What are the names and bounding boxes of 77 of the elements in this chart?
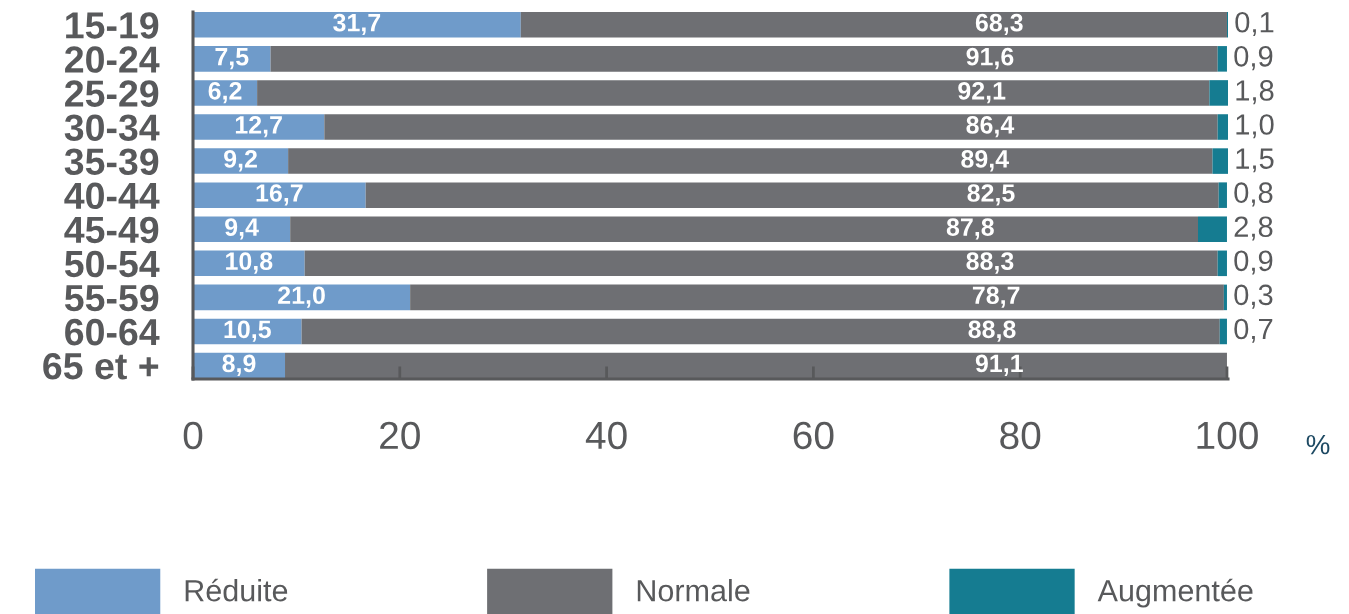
y-tick-label: 35-39 xyxy=(64,148,159,176)
data-label: 0,1 xyxy=(1235,11,1274,37)
data-label: 78,7 xyxy=(972,286,1020,308)
y-tick-label: 15-19 xyxy=(66,12,159,39)
bar xyxy=(193,114,325,140)
x-tick-label: 60 xyxy=(793,421,834,450)
bar xyxy=(1209,80,1228,106)
data-label: 86,4 xyxy=(966,116,1015,138)
data-label: 6,2 xyxy=(208,81,242,104)
bar xyxy=(290,216,1199,243)
y-tick-label: 45-49 xyxy=(64,216,159,244)
bar xyxy=(1217,250,1227,277)
data-label: 82,5 xyxy=(967,184,1015,206)
x-tick-label: 80 xyxy=(1000,421,1041,450)
bar xyxy=(285,352,1227,379)
y-tick-label: 65 et + xyxy=(43,352,159,380)
x-tick-label: 20 xyxy=(380,421,420,450)
data-label: 7,5 xyxy=(215,48,249,70)
bar xyxy=(1217,114,1228,140)
data-label: 0,7 xyxy=(1234,318,1273,343)
data-label: 87,8 xyxy=(946,218,994,240)
bar xyxy=(1219,318,1227,345)
data-label: 21,0 xyxy=(278,286,325,308)
data-label: 2,8 xyxy=(1234,216,1273,241)
bar xyxy=(1223,284,1227,311)
bar xyxy=(520,12,1227,38)
bar xyxy=(365,182,1219,208)
data-label: 16,7 xyxy=(256,184,303,206)
legend-label: Normale xyxy=(637,579,750,602)
legend-label: Augmentée xyxy=(1097,578,1253,608)
bar xyxy=(193,182,366,208)
bar xyxy=(1198,216,1227,243)
y-tick-label: 30-34 xyxy=(64,114,160,142)
bar xyxy=(270,46,1218,72)
data-label: 9,4 xyxy=(225,218,259,240)
y-tick-label: 25-29 xyxy=(65,80,159,107)
data-label: 88,3 xyxy=(966,252,1014,274)
data-label: 8,9 xyxy=(222,354,256,376)
bar xyxy=(193,284,411,311)
bar xyxy=(193,12,521,38)
data-label: 91,6 xyxy=(966,47,1014,70)
data-label: 31,7 xyxy=(333,13,381,36)
x-tick-label: 0 xyxy=(183,421,203,450)
data-label: 68,3 xyxy=(975,13,1023,36)
data-label: 0,3 xyxy=(1234,284,1273,309)
data-label: 12,7 xyxy=(235,116,282,138)
y-tick-label: 20-24 xyxy=(65,46,160,73)
data-label: 91,1 xyxy=(975,354,1023,376)
bar xyxy=(301,318,1220,345)
y-tick-label: 40-44 xyxy=(64,182,160,210)
x-tick-label: 40 xyxy=(585,421,627,450)
data-label: 0,9 xyxy=(1234,250,1273,275)
data-label: 0,8 xyxy=(1234,182,1273,207)
data-label: 1,5 xyxy=(1236,148,1274,173)
data-label: 10,5 xyxy=(224,320,271,342)
data-label: 1,0 xyxy=(1236,114,1274,139)
data-label: 10,8 xyxy=(226,252,273,274)
bar xyxy=(1217,46,1227,72)
data-label: 92,1 xyxy=(958,81,1006,104)
x-axis-title: % xyxy=(1306,434,1330,455)
bar xyxy=(1218,182,1227,208)
bar xyxy=(304,250,1218,277)
y-tick-label: 50-54 xyxy=(64,250,160,278)
data-label: 0,9 xyxy=(1234,46,1273,71)
y-tick-label: 60-64 xyxy=(65,318,160,346)
data-label: 1,8 xyxy=(1236,80,1274,105)
bar xyxy=(257,80,1210,106)
bar xyxy=(1212,148,1228,174)
bar xyxy=(288,148,1213,174)
legend-label: Réduite xyxy=(185,578,288,602)
data-label: 89,4 xyxy=(961,150,1009,172)
y-tick-label: 55-59 xyxy=(64,284,159,312)
bar xyxy=(324,114,1218,140)
data-label: 9,2 xyxy=(224,150,257,172)
data-label: 88,8 xyxy=(968,320,1016,342)
x-tick-label: 100 xyxy=(1197,421,1258,450)
bar xyxy=(410,284,1224,311)
